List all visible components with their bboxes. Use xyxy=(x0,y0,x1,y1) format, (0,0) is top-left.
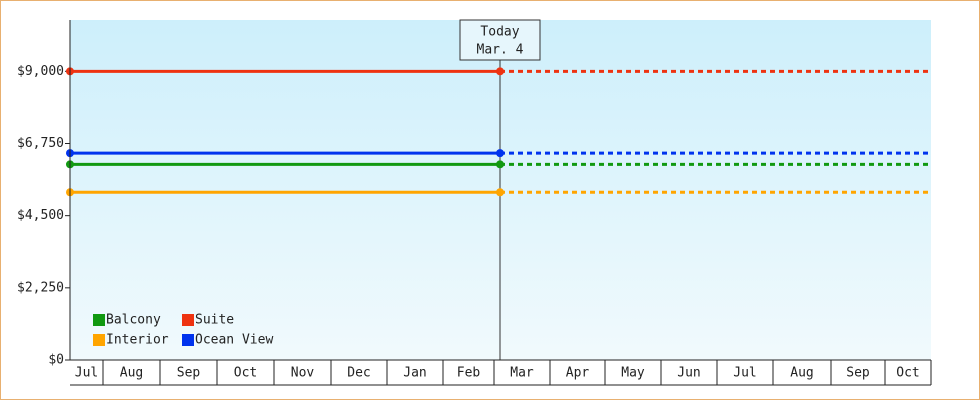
y-tick-label: $9,000 xyxy=(17,64,64,79)
x-tick-label: Oct xyxy=(896,366,919,381)
legend-swatch xyxy=(93,314,105,326)
point xyxy=(496,149,504,158)
x-tick-label: Oct xyxy=(234,366,257,381)
legend-swatch xyxy=(182,314,194,326)
today-label: Today xyxy=(480,25,519,40)
y-tick-label: $0 xyxy=(48,353,64,368)
x-tick-label: Jul xyxy=(75,366,98,381)
x-tick-label: Dec xyxy=(347,366,370,381)
x-tick-label: Apr xyxy=(566,366,590,381)
legend-label: Suite xyxy=(195,313,234,328)
point xyxy=(496,188,504,197)
x-tick-label: Jun xyxy=(677,366,700,381)
point xyxy=(496,67,504,76)
legend-label: Interior xyxy=(106,333,169,348)
x-tick-label: Feb xyxy=(457,366,481,381)
point xyxy=(496,160,504,169)
x-tick-label: Aug xyxy=(790,366,813,381)
x-tick-label: Mar xyxy=(510,366,534,381)
x-tick-label: Sep xyxy=(846,366,870,381)
x-tick-label: Sep xyxy=(177,366,201,381)
y-tick-label: $2,250 xyxy=(17,280,64,295)
x-tick-label: Nov xyxy=(291,366,315,381)
legend-label: Balcony xyxy=(106,313,161,328)
x-tick-label: Jan xyxy=(403,366,426,381)
y-tick-label: $4,500 xyxy=(17,208,64,223)
x-tick-label: Jul xyxy=(733,366,756,381)
y-tick-label: $6,750 xyxy=(17,136,64,151)
legend-swatch xyxy=(182,334,194,346)
today-label: Mar. 4 xyxy=(477,43,524,58)
legend-label: Ocean View xyxy=(195,333,273,348)
x-tick-label: Aug xyxy=(120,366,143,381)
today-box xyxy=(459,19,541,61)
legend-swatch xyxy=(93,334,105,346)
x-tick-label: May xyxy=(621,366,645,381)
